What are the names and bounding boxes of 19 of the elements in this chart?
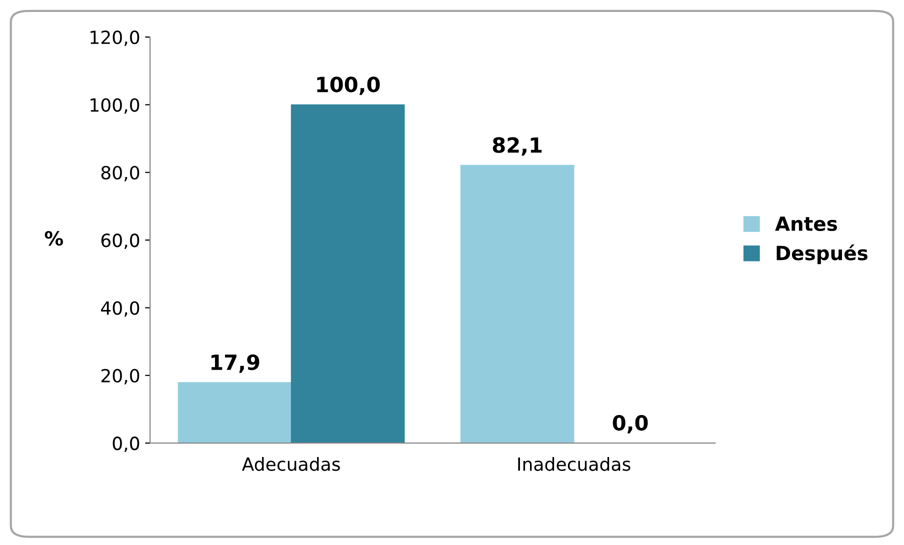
x-tick-label: Inadecuadas	[518, 456, 630, 471]
data-label: 82,1	[492, 137, 542, 156]
data-label: 100,0	[317, 76, 380, 96]
y-tick-label: 60,0	[101, 234, 140, 250]
y-tick-label: 100,0	[90, 98, 140, 114]
y-tick-label: 0,0	[112, 436, 140, 452]
y-axis-title: %	[44, 231, 64, 246]
legend-label: Después	[776, 244, 868, 264]
y-tick-label: 40,0	[101, 301, 140, 317]
data-label: 0,0	[612, 414, 648, 434]
bar	[460, 164, 574, 444]
bar	[178, 382, 292, 444]
data-label: 17,9	[211, 354, 260, 373]
y-tick-label: 80,0	[101, 166, 140, 182]
bar	[290, 104, 405, 444]
y-tick-label: 20,0	[101, 368, 140, 384]
legend-label: Antes	[775, 216, 837, 232]
x-tick-label: Adecuadas	[242, 456, 340, 471]
y-tick-label: 120,0	[90, 30, 140, 46]
